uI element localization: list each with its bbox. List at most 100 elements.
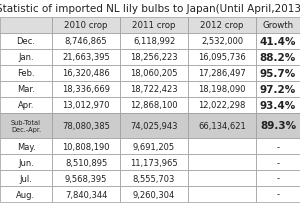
- Text: May.: May.: [16, 142, 35, 151]
- Text: 18,060,205: 18,060,205: [130, 69, 178, 78]
- Bar: [120, 66, 188, 81]
- Text: Feb.: Feb.: [17, 69, 35, 78]
- Text: -: -: [277, 142, 280, 151]
- Bar: [120, 170, 188, 186]
- Bar: [188, 186, 256, 202]
- Text: 88.2%: 88.2%: [260, 53, 296, 63]
- Bar: [256, 113, 300, 138]
- Text: 18,256,223: 18,256,223: [130, 53, 178, 62]
- Bar: [52, 170, 120, 186]
- Bar: [256, 170, 300, 186]
- Text: 2012 crop: 2012 crop: [200, 21, 244, 30]
- Text: 10,808,190: 10,808,190: [62, 142, 110, 151]
- Bar: [0, 113, 52, 138]
- Bar: [188, 154, 256, 170]
- Bar: [120, 81, 188, 97]
- Bar: [0, 154, 52, 170]
- Bar: [52, 34, 120, 50]
- Bar: [120, 34, 188, 50]
- Text: 89.3%: 89.3%: [260, 121, 296, 131]
- Text: 12,022,298: 12,022,298: [198, 101, 246, 110]
- Bar: [188, 170, 256, 186]
- Bar: [120, 18, 188, 34]
- Bar: [188, 34, 256, 50]
- Text: Sub-Total
Dec.-Apr.: Sub-Total Dec.-Apr.: [11, 120, 41, 132]
- Bar: [0, 50, 52, 66]
- Text: -: -: [277, 158, 280, 167]
- Bar: [256, 138, 300, 154]
- Text: 2,532,000: 2,532,000: [201, 37, 243, 46]
- Bar: [120, 50, 188, 66]
- Bar: [188, 66, 256, 81]
- Bar: [52, 18, 120, 34]
- Text: 7,840,344: 7,840,344: [65, 190, 107, 199]
- Bar: [52, 66, 120, 81]
- Bar: [188, 81, 256, 97]
- Bar: [52, 113, 120, 138]
- Bar: [52, 186, 120, 202]
- Text: 97.2%: 97.2%: [260, 84, 296, 94]
- Bar: [0, 34, 52, 50]
- Text: 17,286,497: 17,286,497: [198, 69, 246, 78]
- Text: 18,722,423: 18,722,423: [130, 85, 178, 94]
- Text: 8,510,895: 8,510,895: [65, 158, 107, 167]
- Bar: [120, 113, 188, 138]
- Text: Jun.: Jun.: [18, 158, 34, 167]
- Text: 21,663,395: 21,663,395: [62, 53, 110, 62]
- Bar: [0, 81, 52, 97]
- Text: 16,320,486: 16,320,486: [62, 69, 110, 78]
- Text: Jan.: Jan.: [18, 53, 34, 62]
- Bar: [120, 138, 188, 154]
- Text: 41.4%: 41.4%: [260, 37, 296, 47]
- Text: 2011 crop: 2011 crop: [132, 21, 176, 30]
- Bar: [52, 81, 120, 97]
- Bar: [0, 186, 52, 202]
- Bar: [256, 66, 300, 81]
- Bar: [188, 138, 256, 154]
- Text: 9,691,205: 9,691,205: [133, 142, 175, 151]
- Bar: [0, 138, 52, 154]
- Bar: [188, 18, 256, 34]
- Text: 8,555,703: 8,555,703: [133, 174, 175, 183]
- Bar: [52, 154, 120, 170]
- Text: 13,012,970: 13,012,970: [62, 101, 110, 110]
- Text: 11,173,965: 11,173,965: [130, 158, 178, 167]
- Bar: [188, 50, 256, 66]
- Bar: [256, 154, 300, 170]
- Text: 2010 crop: 2010 crop: [64, 21, 108, 30]
- Text: Apr.: Apr.: [18, 101, 34, 110]
- Bar: [52, 138, 120, 154]
- Bar: [0, 170, 52, 186]
- Text: 66,134,621: 66,134,621: [198, 121, 246, 130]
- Text: 18,336,669: 18,336,669: [62, 85, 110, 94]
- Bar: [120, 97, 188, 113]
- Text: 8,746,865: 8,746,865: [65, 37, 107, 46]
- Text: Dec.: Dec.: [16, 37, 35, 46]
- Bar: [120, 154, 188, 170]
- Text: 9,568,395: 9,568,395: [65, 174, 107, 183]
- Bar: [0, 97, 52, 113]
- Text: 16,095,736: 16,095,736: [198, 53, 246, 62]
- Text: Jul.: Jul.: [20, 174, 32, 183]
- Text: 9,260,304: 9,260,304: [133, 190, 175, 199]
- Bar: [256, 50, 300, 66]
- Bar: [256, 97, 300, 113]
- Bar: [0, 66, 52, 81]
- Text: 93.4%: 93.4%: [260, 100, 296, 110]
- Text: Mar.: Mar.: [17, 85, 35, 94]
- Bar: [120, 186, 188, 202]
- Bar: [256, 81, 300, 97]
- Text: 12,868,100: 12,868,100: [130, 101, 178, 110]
- Text: Aug.: Aug.: [16, 190, 36, 199]
- Bar: [256, 34, 300, 50]
- Bar: [188, 97, 256, 113]
- Text: Growth: Growth: [262, 21, 294, 30]
- Bar: [188, 113, 256, 138]
- Text: Statistic of imported NL lily bulbs to Japan(Until April,2013): Statistic of imported NL lily bulbs to J…: [0, 4, 300, 14]
- Text: -: -: [277, 190, 280, 199]
- Bar: [52, 97, 120, 113]
- Text: 78,080,385: 78,080,385: [62, 121, 110, 130]
- Text: 6,118,992: 6,118,992: [133, 37, 175, 46]
- Text: 95.7%: 95.7%: [260, 68, 296, 78]
- Bar: [256, 18, 300, 34]
